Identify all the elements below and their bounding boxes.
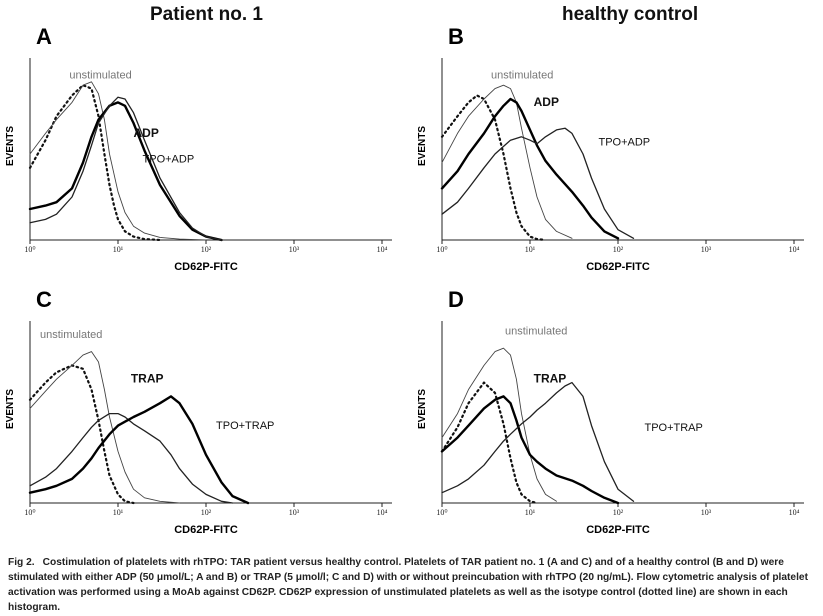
series-trap — [440, 395, 620, 505]
x-tick-label: 10² — [613, 508, 624, 517]
x-tick-label: 10² — [613, 245, 624, 254]
series-isotype-control — [440, 94, 547, 242]
series-trap — [29, 412, 234, 504]
series-unstimulated — [29, 81, 207, 241]
histogram-d: D 10⁰ 10¹ 10² 10³ 10⁴ EVENTS CD62P-FITC unstimul… — [417, 287, 804, 536]
series-tpo-adp — [29, 96, 223, 241]
series-unstimulated — [441, 347, 557, 502]
x-tick-label: 10² — [201, 245, 212, 254]
y-axis-label: EVENTS — [417, 389, 428, 429]
annotation-label: ADP — [133, 126, 158, 140]
panel-letter: B — [448, 24, 464, 49]
annotation-label: unstimulated — [491, 69, 553, 81]
panel-letter: C — [36, 287, 52, 312]
panel-b: B 10⁰ 10¹ 10² 10³ 10⁴ EVENTS CD62P-FITC unstimul… — [412, 20, 804, 285]
y-axis-label: EVENTS — [5, 126, 16, 166]
annotation-label: TPO+ADP — [598, 136, 650, 148]
caption-text: Costimulation of platelets with rhTPO: T… — [8, 557, 808, 613]
x-tick-label: 10⁰ — [436, 508, 447, 517]
histogram-a: A 10⁰ 10¹ 10² 10³ 10⁴ EVENTS CD62P-FITC unstimul… — [5, 24, 392, 273]
annotation-label: TPO+ADP — [143, 154, 195, 166]
annotation-label: TRAP — [131, 372, 164, 386]
annotation-label: TPO+TRAP — [216, 420, 274, 432]
x-tick-label: 10⁴ — [789, 508, 800, 517]
figure-caption: Fig 2. Costimulation of platelets with rh… — [8, 555, 816, 615]
x-axis-label: CD62P-FITC — [174, 261, 238, 273]
x-tick-label: 10³ — [701, 508, 712, 517]
x-tick-label: 10¹ — [525, 508, 536, 517]
annotation-label: TPO+TRAP — [644, 422, 702, 434]
histogram-b: B 10⁰ 10¹ 10² 10³ 10⁴ EVENTS CD62P-FITC unstimul… — [417, 24, 804, 273]
x-tick-label: 10⁴ — [377, 508, 388, 517]
column-title-control: healthy control — [562, 4, 699, 25]
caption-label: Fig 2. — [8, 557, 35, 568]
x-tick-label: 10⁴ — [377, 245, 388, 254]
panel-letter: A — [36, 24, 52, 49]
series-unstimulated — [29, 351, 180, 504]
series-isotype-control — [28, 364, 135, 505]
series-tpo-adp — [441, 127, 635, 239]
x-tick-label: 10⁰ — [436, 245, 447, 254]
x-tick-label: 10³ — [289, 508, 300, 517]
annotation-label: unstimulated — [69, 69, 131, 81]
series-isotype-control — [440, 381, 539, 505]
panel-d: D 10⁰ 10¹ 10² 10³ 10⁴ EVENTS CD62P-FITC unstimul… — [412, 283, 804, 548]
x-tick-label: 10¹ — [113, 245, 124, 254]
x-tick-label: 10⁴ — [789, 245, 800, 254]
x-tick-label: 10³ — [701, 245, 712, 254]
x-tick-label: 10² — [201, 508, 212, 517]
x-axis-label: CD62P-FITC — [586, 261, 650, 273]
annotation-label: ADP — [534, 95, 559, 109]
x-axis-label: CD62P-FITC — [586, 524, 650, 536]
series-unstimulated — [441, 84, 573, 239]
series-adp — [440, 97, 620, 240]
annotation-label: unstimulated — [40, 329, 102, 341]
series-tpo-trap — [441, 381, 635, 502]
annotation-label: unstimulated — [505, 325, 567, 337]
series-adp — [28, 101, 223, 242]
x-tick-label: 10⁰ — [24, 508, 35, 517]
column-title-patient: Patient no. 1 — [150, 4, 263, 25]
x-axis-label: CD62P-FITC — [174, 524, 238, 536]
series-isotype-control — [28, 84, 162, 242]
y-axis-label: EVENTS — [417, 126, 428, 166]
y-axis-label: EVENTS — [5, 389, 16, 429]
panel-letter: D — [448, 287, 464, 312]
series-tpo-trap — [28, 395, 250, 505]
x-tick-label: 10¹ — [525, 245, 536, 254]
panel-c: C 10⁰ 10¹ 10² 10³ 10⁴ EVENTS CD62P-FITC unstimul… — [0, 283, 392, 548]
x-tick-label: 10¹ — [113, 508, 124, 517]
annotation-label: TRAP — [534, 372, 567, 386]
panel-a: A 10⁰ 10¹ 10² 10³ 10⁴ EVENTS CD62P-FITC unstimul… — [0, 20, 392, 285]
histogram-c: C 10⁰ 10¹ 10² 10³ 10⁴ EVENTS CD62P-FITC unstimul… — [5, 287, 392, 536]
x-tick-label: 10⁰ — [24, 245, 35, 254]
x-tick-label: 10³ — [289, 245, 300, 254]
